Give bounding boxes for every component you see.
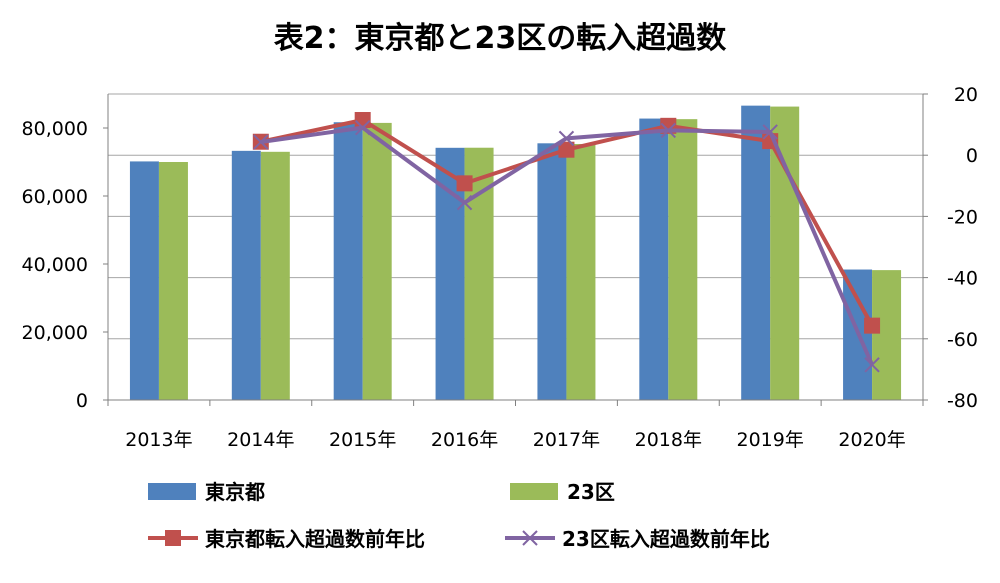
y-right-tick-label-4: 0 [966,145,978,167]
bar-tokyo-1 [231,150,261,400]
bar-tokyo-4 [537,143,567,400]
x-tick-label-5: 2018年 [635,429,702,451]
bar-tokyo-6 [741,105,771,401]
y-right-tick-label-3: -20 [947,206,978,228]
legend-label-wards: 23区 [567,480,615,504]
x-tick-label-1: 2014年 [227,429,294,451]
y-right-tick-label-2: -40 [947,268,978,290]
legend-marker-wards-ratio [522,530,538,546]
bar-wards-7 [872,270,902,400]
x-tick-label-4: 2017年 [533,429,600,451]
x-tick-label-7: 2020年 [838,429,905,451]
marker-wards-ratio-6 [864,357,880,373]
marker-wards-ratio-3 [558,130,575,147]
marker-wards-ratio-5 [762,124,778,140]
legend-label-tokyo-ratio: 東京都転入超過数前年比 [205,527,425,551]
marker-wards-ratio-0 [253,134,269,150]
legend-label-tokyo: 東京都 [205,480,265,504]
y-left-tick-label-4: 80,000 [22,118,88,140]
y-right-tick-label-0: -80 [947,390,978,412]
y-left-tick-label-0: 0 [76,390,88,412]
bars [129,105,902,401]
x-tick-label-2: 2015年 [329,429,396,451]
x-tick-label-3: 2016年 [431,429,498,451]
bar-tokyo-0 [129,161,159,400]
marker-tokyo-ratio-1 [354,112,371,129]
y-right-tick-label-1: -60 [947,329,978,351]
bar-tokyo-5 [639,118,669,401]
marker-tokyo-ratio-6 [864,317,881,334]
bar-wards-4 [566,143,596,401]
gridlines [108,93,923,401]
bar-wards-6 [770,106,800,400]
legend-swatch-tokyo [148,483,196,500]
bar-wards-5 [668,119,698,400]
marker-wards-ratio-1 [354,119,371,136]
legend-swatch-wards [510,483,558,500]
lines [252,112,881,373]
bar-wards-2 [362,122,392,401]
bar-tokyo-2 [333,122,363,401]
y-right-tick-label-5: 20 [954,84,978,106]
marker-wards-ratio-4 [660,122,677,139]
bar-wards-0 [158,162,188,400]
marker-tokyo-ratio-2 [456,175,473,192]
tick-labels: 2013年 2014年 2015年 2016年 2017年 2018年 2019年 2020年… [22,84,978,451]
y-left-tick-label-3: 60,000 [22,186,88,208]
y-left-tick-label-2: 40,000 [22,254,88,276]
legend-label-wards-ratio: 23区転入超過数前年比 [562,527,770,551]
chart-title: 表2：東京都と23区の転入超過数 [274,21,728,56]
x-tick-label-0: 2013年 [125,429,192,451]
legend-marker-tokyo-ratio [165,530,181,546]
marker-tokyo-ratio-3 [558,141,575,158]
bar-wards-1 [260,151,290,400]
marker-wards-ratio-2 [456,194,473,211]
x-tick-label-6: 2019年 [737,429,804,451]
y-left-tick-label-1: 20,000 [22,322,88,344]
axes [103,93,928,406]
